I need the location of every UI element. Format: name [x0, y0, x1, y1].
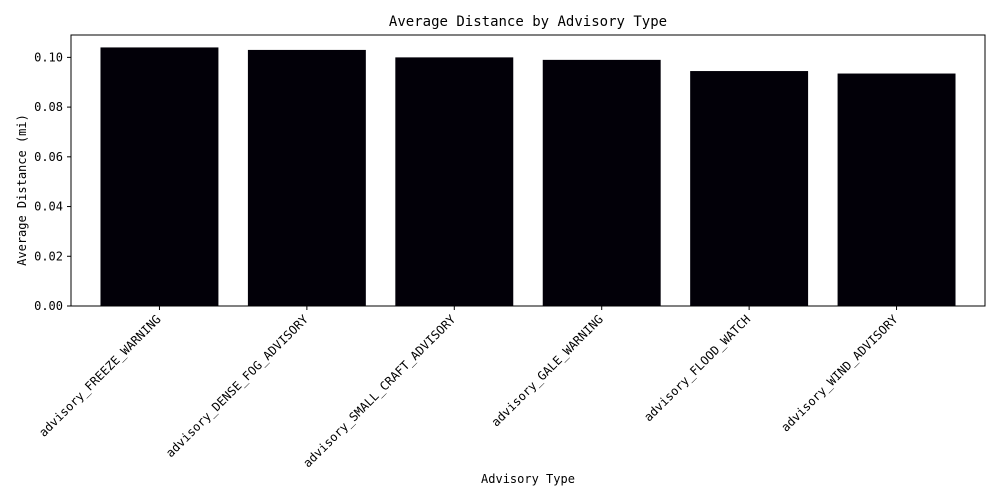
bar-3: [542, 59, 661, 307]
x-tick-label-4: advisory_FLOOD_WATCH: [641, 312, 753, 424]
bar-1: [247, 49, 366, 307]
y-tick-label-2: 0.04: [34, 200, 63, 214]
x-tick-label-0: advisory_FREEZE_WARNING: [36, 312, 163, 439]
y-tick-label-3: 0.06: [34, 150, 63, 164]
y-tick-label-0: 0.00: [34, 299, 63, 313]
bar-5: [837, 73, 956, 306]
chart-title: Average Distance by Advisory Type: [389, 14, 667, 30]
bar-2: [395, 57, 514, 307]
y-tick-label-1: 0.02: [34, 249, 63, 263]
bar-4: [690, 71, 809, 306]
x-tick-label-3: advisory_GALE_WARNING: [489, 312, 606, 429]
y-tick-label-4: 0.08: [34, 100, 63, 114]
x-tick-label-2: advisory_SMALL_CRAFT_ADVISORY: [300, 312, 459, 471]
x-tick-label-1: advisory_DENSE_FOG_ADVISORY: [163, 312, 311, 460]
bars-group: [100, 47, 956, 307]
x-tick-label-5: advisory_WIND_ADVISORY: [778, 312, 901, 435]
x-ticks-group: advisory_FREEZE_WARNING advisory_DENSE_FO…: [36, 306, 901, 470]
plot-area-frame: [70, 34, 986, 307]
bar-0: [100, 47, 219, 307]
y-tick-label-5: 0.10: [34, 50, 63, 64]
x-axis-label: Advisory Type: [481, 472, 575, 486]
y-ticks-group: 0.00 0.02 0.04 0.06 0.08 0.10: [34, 50, 71, 313]
y-axis-label: Average Distance (mi): [15, 114, 29, 266]
